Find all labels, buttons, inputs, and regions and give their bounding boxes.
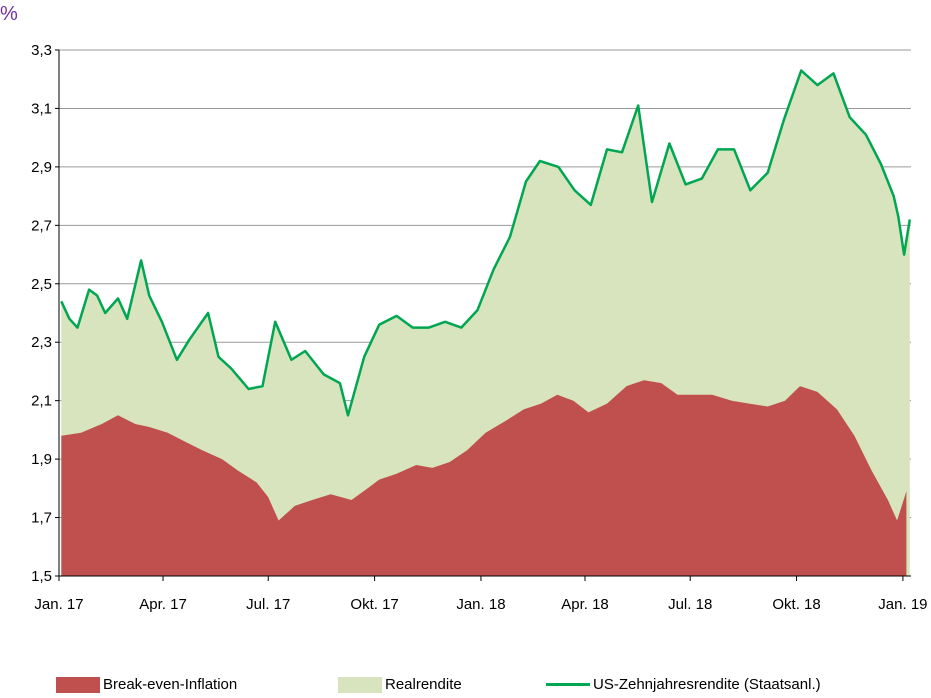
x-tick-label: Jul. 18 bbox=[668, 596, 712, 613]
x-tick-label: Okt. 18 bbox=[772, 596, 820, 613]
legend-swatch-real bbox=[338, 676, 382, 693]
legend-item-break-even: Break-even-Inflation bbox=[56, 676, 237, 693]
x-tick-label: Apr. 17 bbox=[139, 596, 187, 613]
y-axis-unit-label: % bbox=[0, 3, 18, 25]
line-us-zehnjahresrendite bbox=[60, 69, 912, 417]
y-tick-label: 1,5 bbox=[31, 568, 52, 585]
legend-label-break-even: Break-even-Inflation bbox=[103, 676, 238, 693]
y-tick-label: 1,7 bbox=[31, 510, 52, 527]
area-break-even-inflation bbox=[61, 380, 907, 576]
series-lines bbox=[60, 69, 912, 417]
legend: Break-even-Inflation Realrendite US-Zehn… bbox=[0, 672, 931, 698]
legend-label-real: Realrendite bbox=[385, 676, 462, 693]
y-tick-label: 3,1 bbox=[31, 100, 52, 117]
y-tick-label: 2,3 bbox=[31, 334, 52, 351]
x-axis-ticks: Jan. 17 Apr. 17 Jul. 17 Okt. 17 Jan. 18 Apr. … bbox=[34, 576, 928, 613]
y-tick-label: 2,9 bbox=[31, 159, 52, 176]
chart: % 1,5 1,7 1,9 2,1 2,3 2,5 2,7 2,9 3,1 3,3 Jan. 17… bbox=[0, 3, 928, 613]
y-tick-label: 2,7 bbox=[31, 217, 52, 234]
x-tick-label: Apr. 18 bbox=[561, 596, 609, 613]
y-tick-label: 2,5 bbox=[31, 276, 52, 293]
series-areas bbox=[61, 70, 910, 576]
y-tick-label: 1,9 bbox=[31, 451, 52, 468]
legend-swatch-break-even bbox=[56, 676, 100, 693]
legend-item-real: Realrendite bbox=[338, 676, 462, 693]
axes bbox=[58, 50, 911, 577]
legend-item-nominal: US-Zehnjahresrendite (Staatsanl.) bbox=[546, 676, 821, 693]
legend-label-nominal: US-Zehnjahresrendite (Staatsanl.) bbox=[593, 676, 821, 693]
x-tick-label: Jan. 19 bbox=[878, 596, 927, 613]
y-tick-label: 3,3 bbox=[31, 42, 52, 59]
x-tick-label: Jul. 17 bbox=[246, 596, 290, 613]
x-tick-label: Jan. 18 bbox=[456, 596, 505, 613]
y-tick-label: 2,1 bbox=[31, 393, 52, 410]
x-tick-label: Okt. 17 bbox=[350, 596, 398, 613]
legend-swatch-nominal bbox=[546, 683, 590, 686]
x-tick-label: Jan. 17 bbox=[34, 596, 83, 613]
y-axis-ticks: 1,5 1,7 1,9 2,1 2,3 2,5 2,7 2,9 3,1 3,3 bbox=[31, 42, 59, 585]
